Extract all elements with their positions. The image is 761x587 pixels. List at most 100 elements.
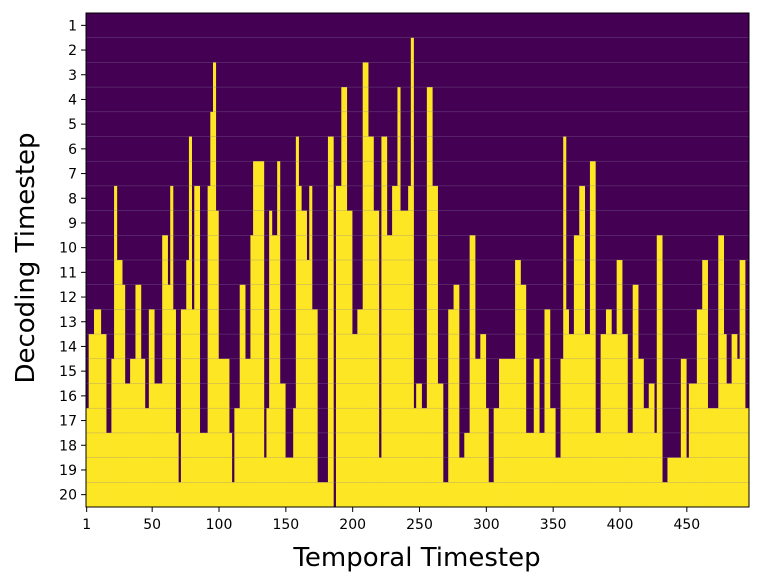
heatmap-column <box>719 235 722 508</box>
heatmap-column <box>384 136 386 507</box>
heatmap-column <box>372 136 374 507</box>
heatmap-column <box>275 235 278 508</box>
heatmap-column <box>356 334 358 507</box>
heatmap-column <box>408 185 410 507</box>
y-tick-label: 5 <box>68 117 77 133</box>
heatmap-column <box>442 482 445 507</box>
heatmap-column <box>103 334 106 507</box>
heatmap-column <box>108 432 111 507</box>
heatmap-column <box>732 334 735 507</box>
heatmap-column <box>612 334 615 507</box>
heatmap-column <box>390 235 393 508</box>
x-tick-label: 350 <box>540 517 567 533</box>
heatmap-column <box>659 235 662 508</box>
y-tick-label: 17 <box>59 414 77 430</box>
heatmap-column <box>728 383 731 507</box>
heatmap-column <box>369 136 372 507</box>
heatmap-column <box>88 334 91 507</box>
heatmap-column <box>472 235 475 508</box>
heatmap-column <box>603 334 606 507</box>
heatmap-column <box>520 284 523 507</box>
heatmap-column <box>233 482 235 507</box>
heatmap-column <box>635 284 638 507</box>
heatmap-column <box>540 432 543 507</box>
heatmap-column <box>573 235 576 508</box>
heatmap-column <box>202 432 205 507</box>
heatmap-column <box>613 334 616 507</box>
heatmap-column <box>571 334 573 507</box>
heatmap-column <box>583 185 585 507</box>
heatmap-column <box>337 185 340 507</box>
x-axis-title: Temporal Timestep <box>292 543 540 573</box>
heatmap-column <box>464 432 467 507</box>
heatmap-column <box>454 284 457 507</box>
heatmap-column <box>110 432 112 507</box>
heatmap-column <box>627 432 630 507</box>
heatmap-column <box>584 334 587 507</box>
heatmap-column <box>577 235 580 508</box>
heatmap-column <box>595 432 598 507</box>
heatmap-column <box>123 284 126 507</box>
heatmap-column <box>656 235 659 508</box>
heatmap-column <box>468 432 471 507</box>
heatmap-column <box>168 284 171 507</box>
y-tick-label: 3 <box>68 68 77 84</box>
heatmap-column <box>309 185 311 507</box>
heatmap-column <box>104 334 107 507</box>
heatmap-column <box>323 482 326 507</box>
heatmap-column <box>585 334 588 507</box>
heatmap-column <box>484 334 487 507</box>
heatmap-column <box>122 284 124 507</box>
heatmap-gridlines <box>86 37 749 483</box>
heatmap-column <box>663 482 666 507</box>
heatmap-column <box>385 136 388 507</box>
heatmap-column <box>648 383 651 507</box>
heatmap-column <box>615 334 618 507</box>
heatmap-column <box>339 185 342 507</box>
heatmap-column <box>171 185 174 507</box>
heatmap-column <box>564 136 567 507</box>
heatmap-column <box>206 432 209 507</box>
heatmap-column <box>632 284 635 507</box>
heatmap-column <box>136 284 139 507</box>
heatmap-column <box>596 432 599 507</box>
heatmap-column <box>541 432 544 507</box>
heatmap-column <box>691 383 694 507</box>
y-tick-label: 6 <box>68 142 77 158</box>
heatmap-column <box>102 334 104 507</box>
heatmap-column <box>416 383 418 507</box>
y-tick-label: 4 <box>68 92 77 108</box>
heatmap-column <box>230 432 233 507</box>
heatmap-column <box>199 432 202 507</box>
heatmap-column <box>138 284 140 507</box>
heatmap-column <box>724 334 727 507</box>
heatmap-column <box>279 383 282 507</box>
heatmap-column <box>298 185 301 507</box>
heatmap-column <box>433 185 436 507</box>
heatmap-column <box>604 334 607 507</box>
heatmap-column <box>283 383 286 507</box>
heatmap-column <box>666 482 668 507</box>
heatmap-column <box>354 334 357 507</box>
heatmap-column <box>343 87 346 507</box>
y-tick-label: 13 <box>59 315 77 331</box>
heatmap-column <box>188 136 191 507</box>
heatmap-column <box>388 235 390 508</box>
heatmap-column <box>128 383 131 507</box>
heatmap-column <box>330 136 333 507</box>
heatmap-column <box>527 432 529 507</box>
heatmap-column <box>600 334 603 507</box>
heatmap-column <box>481 334 484 507</box>
heatmap-column <box>251 235 254 508</box>
heatmap-column <box>204 432 207 507</box>
heatmap-column <box>203 432 206 507</box>
heatmap-column <box>135 284 138 507</box>
heatmap-column <box>521 284 524 507</box>
heatmap-column <box>587 334 589 507</box>
heatmap-column <box>322 482 325 507</box>
heatmap-column <box>630 432 632 507</box>
x-tick-label: 50 <box>143 517 161 533</box>
heatmap-column <box>207 185 210 507</box>
heatmap-column <box>430 87 433 507</box>
